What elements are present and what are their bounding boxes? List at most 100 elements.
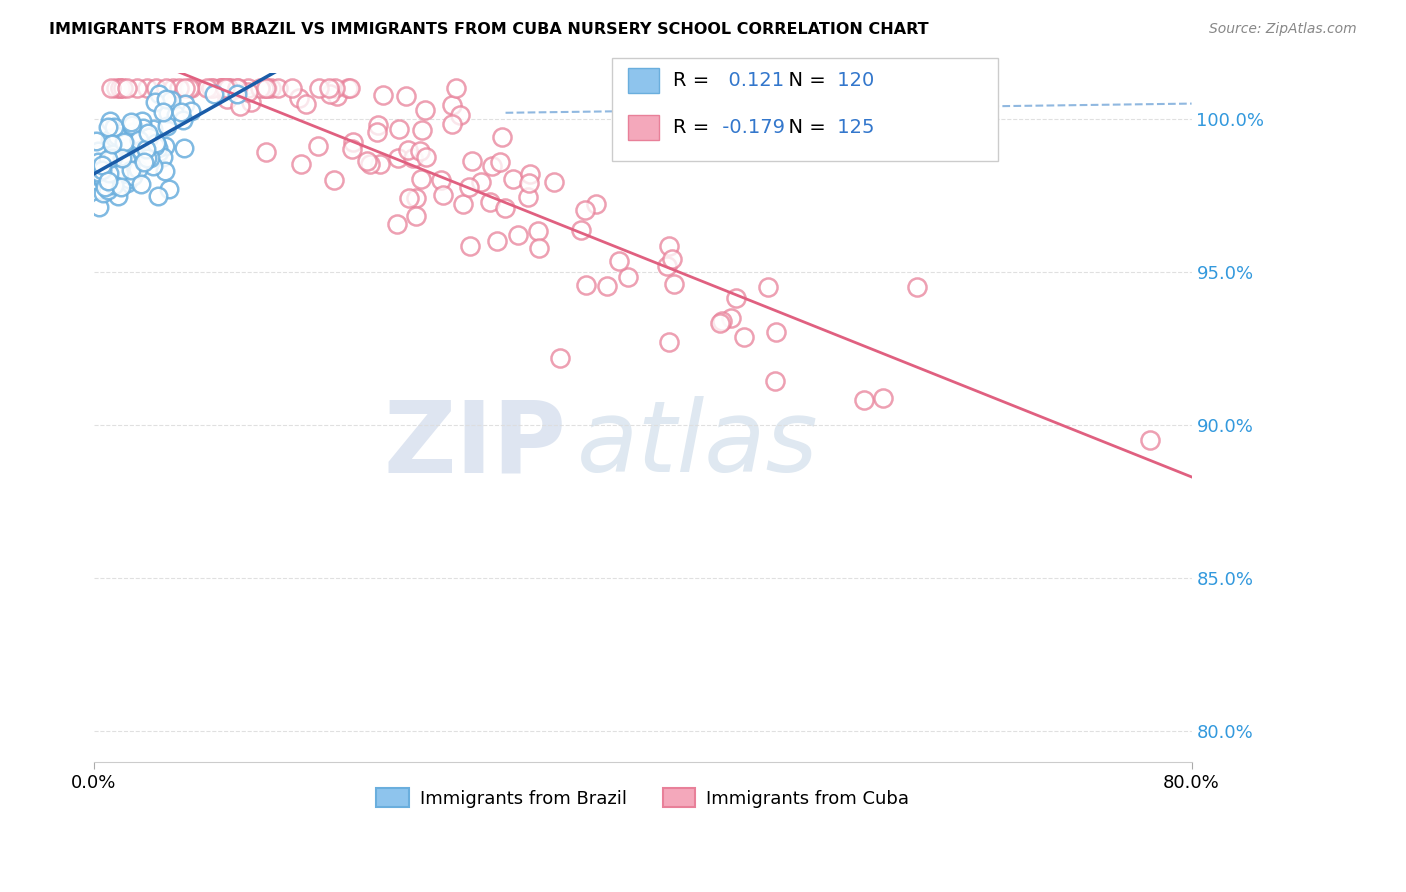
Point [226,87,249,102]
Point [111,138,134,153]
Point [97,183,120,197]
Point [172,113,194,128]
Point [114,136,136,150]
Point [122,169,145,184]
Point [405,191,427,205]
Point [162,81,184,95]
Point [97,174,120,188]
Point [100,180,122,194]
Point [202,81,225,95]
Point [260,81,283,95]
Point [765,326,787,340]
Point [342,135,364,149]
Point [1139,434,1161,448]
Point [527,224,550,238]
Point [115,139,138,153]
Point [118,171,141,186]
Point [157,182,180,196]
Point [225,81,247,95]
Point [104,131,127,145]
Point [107,130,129,145]
Point [91,169,114,184]
Point [97,153,120,167]
Point [441,98,464,112]
Point [128,133,150,147]
Point [148,87,170,102]
Text: 0.121: 0.121 [716,70,783,90]
Point [607,254,630,268]
Point [405,209,427,223]
Point [142,121,165,136]
Point [371,88,394,103]
Point [155,139,177,153]
Point [318,81,340,95]
Point [118,137,141,152]
Point [657,239,679,253]
Point [87,169,110,184]
Point [107,144,129,158]
Text: R =: R = [673,118,710,137]
Point [451,196,474,211]
Point [138,129,160,144]
Point [89,169,111,184]
Point [655,259,678,273]
Text: R =: R = [673,70,710,90]
Point [342,142,364,156]
Point [180,81,202,95]
Point [569,223,592,237]
Point [110,180,132,194]
Point [115,81,138,95]
Point [173,81,195,95]
Point [658,335,681,350]
Point [121,119,143,133]
Point [356,153,378,168]
Point [112,153,135,167]
Point [108,167,131,181]
Point [105,128,128,143]
Point [101,146,124,161]
Point [238,81,260,95]
Point [308,81,330,95]
Point [145,81,167,95]
Point [402,151,425,165]
Point [339,81,361,95]
Point [127,157,149,171]
Point [98,132,121,146]
Point [411,123,433,137]
Legend: Immigrants from Brazil, Immigrants from Cuba: Immigrants from Brazil, Immigrants from … [370,780,917,814]
Point [153,164,176,178]
Point [367,118,389,132]
Point [89,168,111,182]
Point [115,176,138,190]
Point [143,95,166,110]
Point [87,155,110,169]
Point [100,174,122,188]
Point [486,234,509,248]
Point [337,81,360,95]
Point [121,151,143,165]
Point [395,89,418,103]
Point [165,107,187,121]
Point [111,81,134,95]
Point [202,87,225,102]
Point [152,104,174,119]
Point [478,195,501,210]
Point [195,81,218,95]
Point [94,179,117,194]
Point [219,81,242,95]
Point [97,120,120,134]
Point [100,151,122,165]
Point [131,178,153,192]
Point [720,311,742,326]
Point [398,191,420,205]
Point [662,277,685,291]
Point [491,130,513,145]
Point [214,81,236,95]
Point [756,280,779,294]
Point [709,317,731,331]
Point [152,151,174,165]
Point [118,165,141,179]
Point [470,175,492,189]
Point [494,201,516,215]
Point [107,143,129,157]
